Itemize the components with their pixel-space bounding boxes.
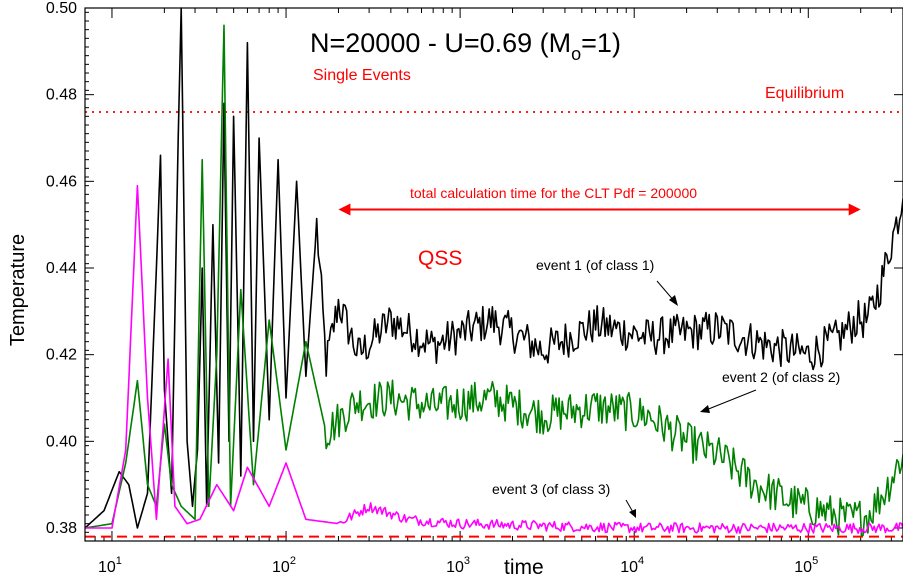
- event1-label: event 1 (of class 1): [536, 257, 654, 273]
- y-tick-label: 0.38: [46, 520, 77, 537]
- event2-pointer: [705, 389, 757, 411]
- x-tick-label: 104: [620, 555, 644, 576]
- chart-title: N=20000 - U=0.69 (Mo=1): [310, 28, 621, 64]
- reference-lines: [85, 111, 903, 538]
- calc-time-arrow-left-head: [338, 203, 351, 216]
- y-tick-label: 0.40: [46, 433, 77, 450]
- calc-time-arrow: [338, 203, 861, 216]
- event3-label: event 3 (of class 3): [492, 481, 610, 497]
- y-tick-label: 0.44: [46, 260, 77, 277]
- x-tick-label: 101: [98, 555, 122, 576]
- event3-pointer-head: [629, 509, 636, 518]
- event2-pointer-head: [700, 405, 710, 413]
- y-axis-label: Temperature: [7, 234, 29, 346]
- x-tick-label: 105: [794, 555, 818, 576]
- event2-label: event 2 (of class 2): [722, 369, 840, 385]
- qss-label: QSS: [418, 247, 462, 270]
- y-tick-label: 0.50: [46, 0, 77, 17]
- chart-subtitle: Single Events: [313, 67, 411, 84]
- y-tick-label: 0.42: [46, 347, 77, 364]
- calc-time-arrow-right-head: [848, 203, 861, 216]
- series-line-event-2: [84, 24, 903, 537]
- x-tick-label: 102: [272, 555, 296, 576]
- y-tick-label: 0.48: [46, 87, 77, 104]
- data-series: [84, 7, 903, 537]
- series-line-event-3: [85, 184, 903, 534]
- x-axis-label: time: [504, 556, 544, 579]
- plot-frame: [84, 7, 903, 542]
- event1-pointer-head: [669, 295, 678, 306]
- x-tick-label: 103: [446, 555, 470, 576]
- calc-time-label: total calculation time for the CLT Pdf =…: [410, 185, 697, 201]
- series-line-event-1: [84, 7, 903, 529]
- y-tick-label: 0.46: [46, 173, 77, 190]
- equilibrium-label: Equilibrium: [765, 85, 844, 102]
- axis-ticks: 0.38 0.40 0.42 0.44 0.46 0.48 0.50 101 102 103 104…: [46, 0, 903, 576]
